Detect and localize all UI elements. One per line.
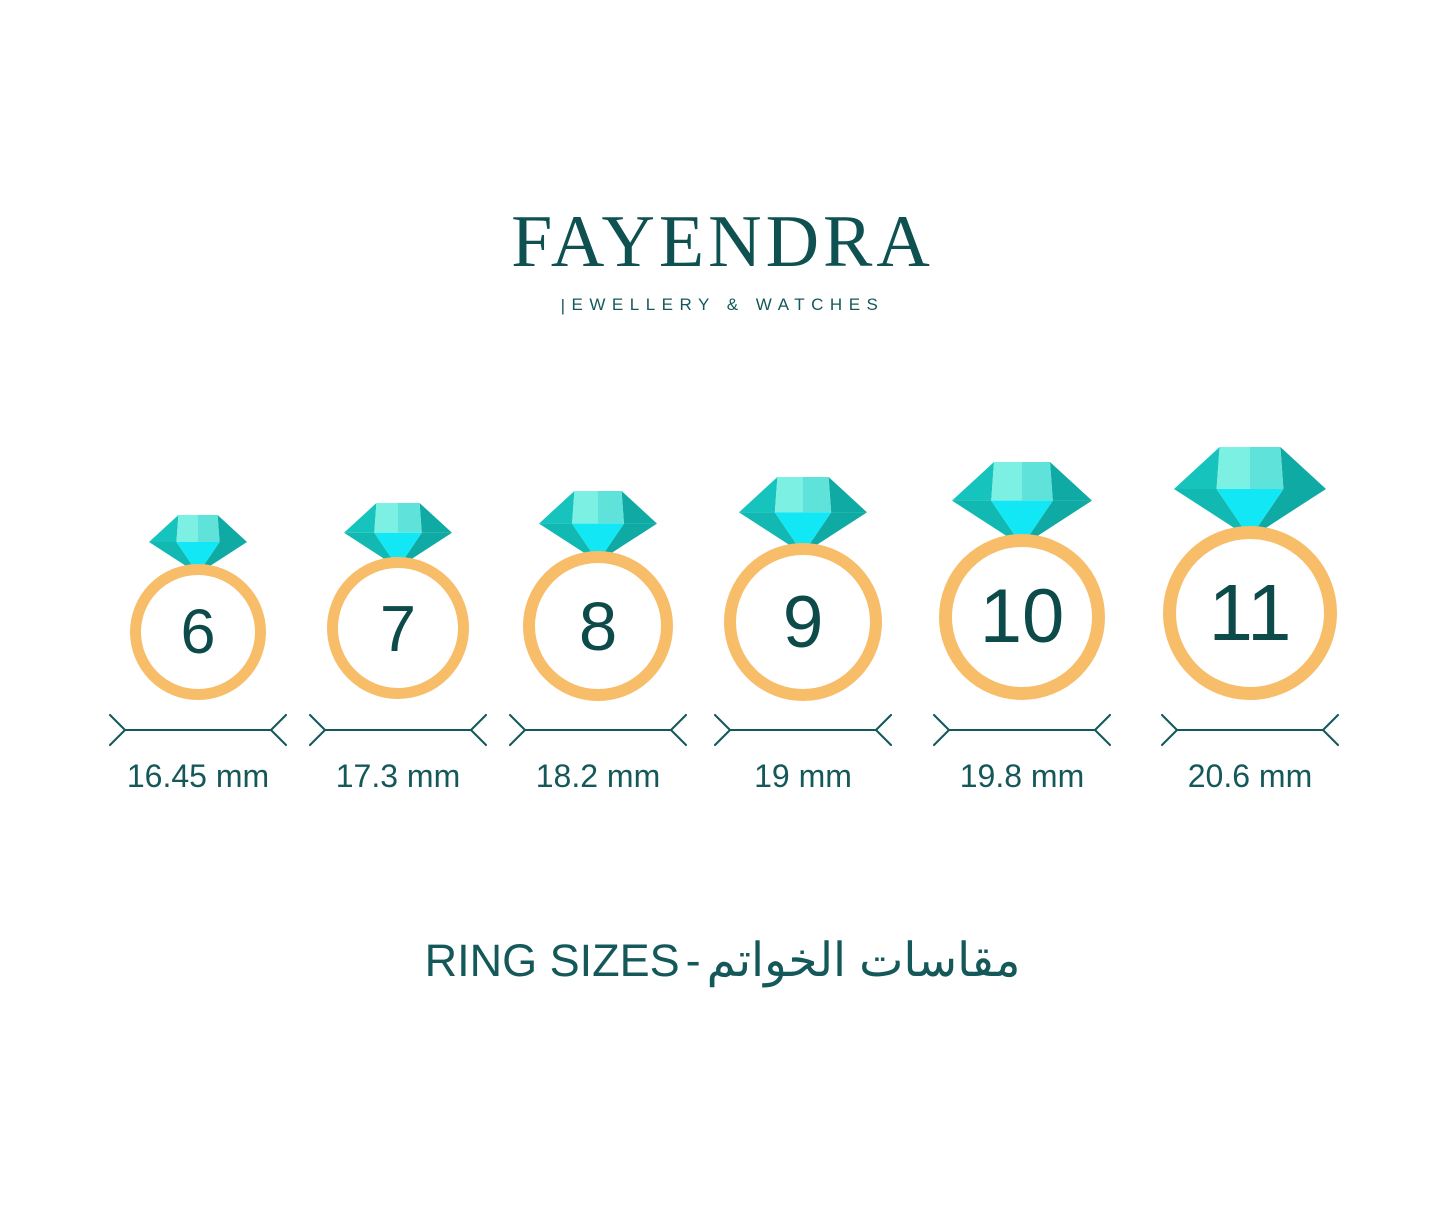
ring-band: 7: [327, 557, 469, 699]
ring-diameter-label: 20.6 mm: [1187, 758, 1313, 794]
tagline-text: EWELLERY & WATCHES: [571, 295, 885, 314]
dimension-line: [98, 712, 298, 758]
ring-diameter-label: 17.3 mm: [335, 758, 461, 794]
ring-size-item[interactable]: 9 19 mm: [703, 440, 903, 820]
ring-illustration: 9: [703, 440, 903, 710]
ring-band: 10: [939, 534, 1105, 700]
caption-arabic: مقاسات الخواتم: [706, 933, 1021, 986]
brand-tagline: |EWELLERY & WATCHES: [0, 295, 1445, 315]
dimension-line-svg: [508, 713, 688, 747]
ring-size-number: 7: [379, 591, 417, 665]
dimension-line-svg: [932, 713, 1112, 747]
ring-size-item[interactable]: 10 19.8 mm: [922, 440, 1122, 820]
dimension-line-svg: [308, 713, 488, 747]
dimension-line: [298, 712, 498, 758]
ring-band: 9: [724, 543, 882, 701]
ring-size-item[interactable]: 11 20.6 mm: [1150, 440, 1350, 820]
diamond-icon: [739, 477, 867, 555]
ring-size-item[interactable]: 8 18.2 mm: [498, 440, 698, 820]
ring-illustration: 11: [1150, 440, 1350, 710]
diamond-gem-svg: [1174, 446, 1326, 539]
diamond-icon: [539, 491, 657, 562]
ring-size-number: 9: [782, 581, 824, 663]
ring-diameter-label: 16.45 mm: [126, 758, 270, 794]
ring-diameter-label: 19.8 mm: [959, 758, 1085, 794]
diamond-icon: [149, 515, 247, 574]
dimension-line-svg: [108, 713, 288, 747]
dimension-line-svg: [713, 713, 893, 747]
diamond-gem-svg: [739, 477, 867, 555]
ring-size-number: 6: [180, 596, 216, 667]
dimension-line-svg: [1160, 713, 1340, 747]
diamond-gem-svg: [149, 515, 247, 574]
ring-illustration: 6: [98, 440, 298, 710]
ring-size-number: 11: [1208, 568, 1292, 657]
diamond-icon: [952, 461, 1092, 546]
ring-band: 8: [523, 551, 673, 701]
tagline-bar-glyph: |: [560, 296, 572, 315]
dimension-line: [703, 712, 903, 758]
caption-english: RING SIZES: [424, 935, 680, 986]
dimension-line: [1150, 712, 1350, 758]
ring-illustration: 8: [498, 440, 698, 710]
ring-diameter-label: 19 mm: [754, 758, 852, 794]
ring-size-item[interactable]: 7 17.3 mm: [298, 440, 498, 820]
ring-size-number: 8: [578, 587, 618, 665]
dimension-line: [922, 712, 1122, 758]
ring-illustration: 10: [922, 440, 1122, 710]
page-caption: RING SIZES - مقاسات الخواتم: [0, 932, 1445, 988]
ring-size-number: 10: [979, 574, 1065, 659]
diamond-icon: [1174, 446, 1326, 539]
ring-illustration: 7: [298, 440, 498, 710]
brand-logo: FAYENDRA |EWELLERY & WATCHES: [0, 205, 1445, 315]
ring-band: 11: [1163, 526, 1337, 700]
caption-separator: -: [685, 935, 701, 986]
diamond-gem-svg: [952, 461, 1092, 546]
ring-size-item[interactable]: 6 16.45 mm: [98, 440, 298, 820]
dimension-line: [498, 712, 698, 758]
brand-name: FAYENDRA: [511, 201, 934, 283]
ring-size-row: 6 16.45 mm 7 17.3 mm: [0, 440, 1445, 820]
ring-band: 6: [130, 564, 266, 700]
diamond-gem-svg: [539, 491, 657, 562]
ring-diameter-label: 18.2 mm: [535, 758, 661, 794]
